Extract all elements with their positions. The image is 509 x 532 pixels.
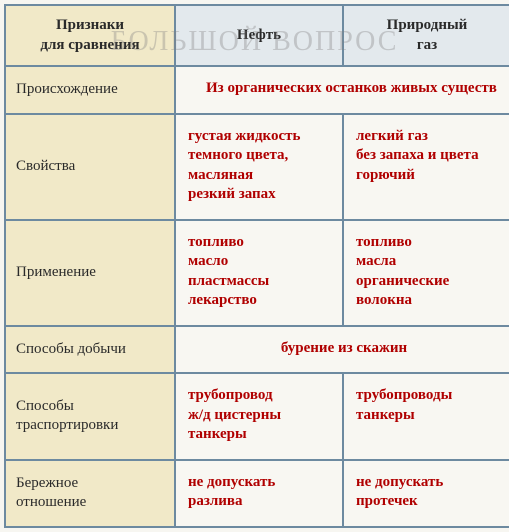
row-value-oil: густая жидкость темного цвета, масляная … <box>175 114 343 220</box>
row-value-oil: трубопровод ж/д цистерны танкеры <box>175 373 343 460</box>
table-row: Применение топливо масло пластмассы лека… <box>5 220 509 326</box>
row-label: Происхождение <box>5 66 175 114</box>
row-merged-value: Из органических останков живых существ <box>175 66 509 114</box>
row-label: Свойства <box>5 114 175 220</box>
table-header-row: Признаки для сравнения Нефть Природный г… <box>5 5 509 66</box>
comparison-table: Признаки для сравнения Нефть Природный г… <box>4 4 509 528</box>
header-col3: Природный газ <box>343 5 509 66</box>
row-value-oil: не допускать разлива <box>175 460 343 527</box>
header-col2: Нефть <box>175 5 343 66</box>
header-col1: Признаки для сравнения <box>5 5 175 66</box>
row-label: Способы траспортировки <box>5 373 175 460</box>
table-row: Способы траспортировки трубопровод ж/д ц… <box>5 373 509 460</box>
row-value-gas: топливо масла органические волокна <box>343 220 509 326</box>
table-row: Происхождение Из органических останков ж… <box>5 66 509 114</box>
row-label: Применение <box>5 220 175 326</box>
row-label: Бережное отношение <box>5 460 175 527</box>
row-merged-value: бурение из скажин <box>175 326 509 374</box>
row-value-gas: трубопроводы танкеры <box>343 373 509 460</box>
row-value-gas: легкий газ без запаха и цвета горючий <box>343 114 509 220</box>
row-value-oil: топливо масло пластмассы лекарство <box>175 220 343 326</box>
row-value-gas: не допускать протечек <box>343 460 509 527</box>
row-label: Способы добычи <box>5 326 175 374</box>
table-row: Свойства густая жидкость темного цвета, … <box>5 114 509 220</box>
table-row: Способы добычи бурение из скажин <box>5 326 509 374</box>
table-container: БОЛЬШОЙ ВОПРОС Признаки для сравнения Не… <box>0 0 509 532</box>
table-row: Бережное отношение не допускать разлива … <box>5 460 509 527</box>
